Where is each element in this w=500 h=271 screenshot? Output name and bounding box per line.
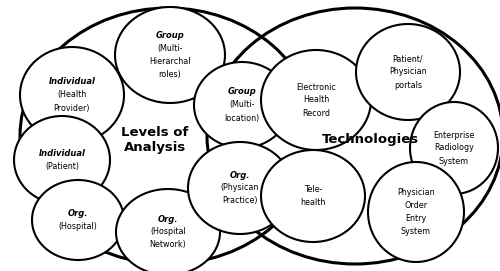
Text: Levels of
Analysis: Levels of Analysis xyxy=(122,125,188,154)
Text: Org.: Org. xyxy=(230,170,250,179)
Text: Practice): Practice) xyxy=(222,196,258,205)
Text: (Physican: (Physican xyxy=(221,183,259,192)
Text: portals: portals xyxy=(394,80,422,89)
Text: Enterprise: Enterprise xyxy=(434,131,474,140)
Text: Entry: Entry xyxy=(406,214,426,223)
Text: Individual: Individual xyxy=(48,78,96,86)
Text: roles): roles) xyxy=(158,70,182,79)
Text: health: health xyxy=(300,198,326,207)
Text: Order: Order xyxy=(404,201,427,210)
Text: Org.: Org. xyxy=(158,215,178,224)
Ellipse shape xyxy=(368,162,464,262)
Text: Physician: Physician xyxy=(397,188,435,197)
Text: Hierarchal: Hierarchal xyxy=(149,57,191,66)
Text: Group: Group xyxy=(228,88,256,96)
Ellipse shape xyxy=(356,24,460,120)
Text: Network): Network) xyxy=(150,240,186,250)
Text: Org.: Org. xyxy=(68,209,88,218)
Ellipse shape xyxy=(32,180,124,260)
Text: Individual: Individual xyxy=(38,149,86,158)
Text: Physician: Physician xyxy=(389,67,427,76)
Text: location): location) xyxy=(224,114,260,122)
Text: Technologies: Technologies xyxy=(322,134,418,147)
Text: System: System xyxy=(401,227,431,236)
Text: Patient/: Patient/ xyxy=(392,54,424,63)
Ellipse shape xyxy=(261,150,365,242)
Text: Radiology: Radiology xyxy=(434,144,474,153)
Text: Tele-: Tele- xyxy=(304,185,322,194)
Text: Record: Record xyxy=(302,108,330,118)
Text: Provider): Provider) xyxy=(54,104,90,112)
Text: Electronic: Electronic xyxy=(296,82,336,92)
Ellipse shape xyxy=(188,142,292,234)
Ellipse shape xyxy=(20,47,124,143)
Text: (Patient): (Patient) xyxy=(45,162,79,171)
Ellipse shape xyxy=(116,189,220,271)
Text: (Hospital: (Hospital xyxy=(150,227,186,237)
Text: Group: Group xyxy=(156,31,184,40)
Text: (Multi-: (Multi- xyxy=(230,101,254,109)
Text: Health: Health xyxy=(303,95,329,105)
Ellipse shape xyxy=(261,50,371,150)
Text: (Hospital): (Hospital) xyxy=(58,222,98,231)
Text: (Health: (Health xyxy=(58,91,86,99)
Ellipse shape xyxy=(194,62,290,148)
Ellipse shape xyxy=(410,102,498,194)
Ellipse shape xyxy=(115,7,225,103)
Text: System: System xyxy=(439,156,469,166)
Ellipse shape xyxy=(14,116,110,204)
Text: (Multi-: (Multi- xyxy=(158,44,182,53)
